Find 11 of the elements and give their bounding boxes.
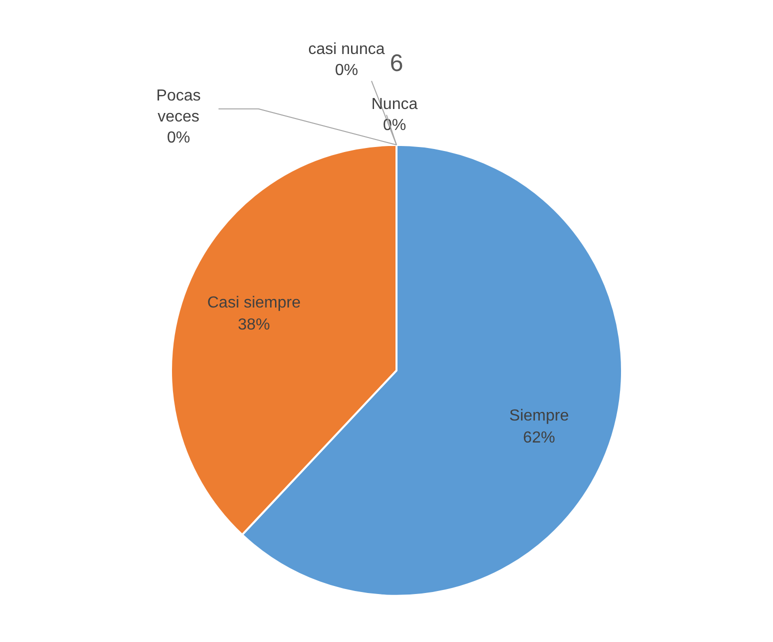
slice-label: Casi siempre — [207, 294, 301, 312]
data-label: 38% — [238, 316, 270, 334]
slice-label: Siempre — [509, 407, 569, 424]
chart-title: 6 — [390, 50, 404, 78]
category-label: Pocas veces — [156, 87, 201, 126]
data-label: 62% — [523, 429, 556, 446]
category-label: casi nunca — [308, 40, 385, 58]
text: 0% — [334, 62, 358, 79]
text: 0% — [382, 116, 406, 134]
text: 0% — [166, 129, 190, 146]
category-label: Nunca — [371, 96, 418, 113]
